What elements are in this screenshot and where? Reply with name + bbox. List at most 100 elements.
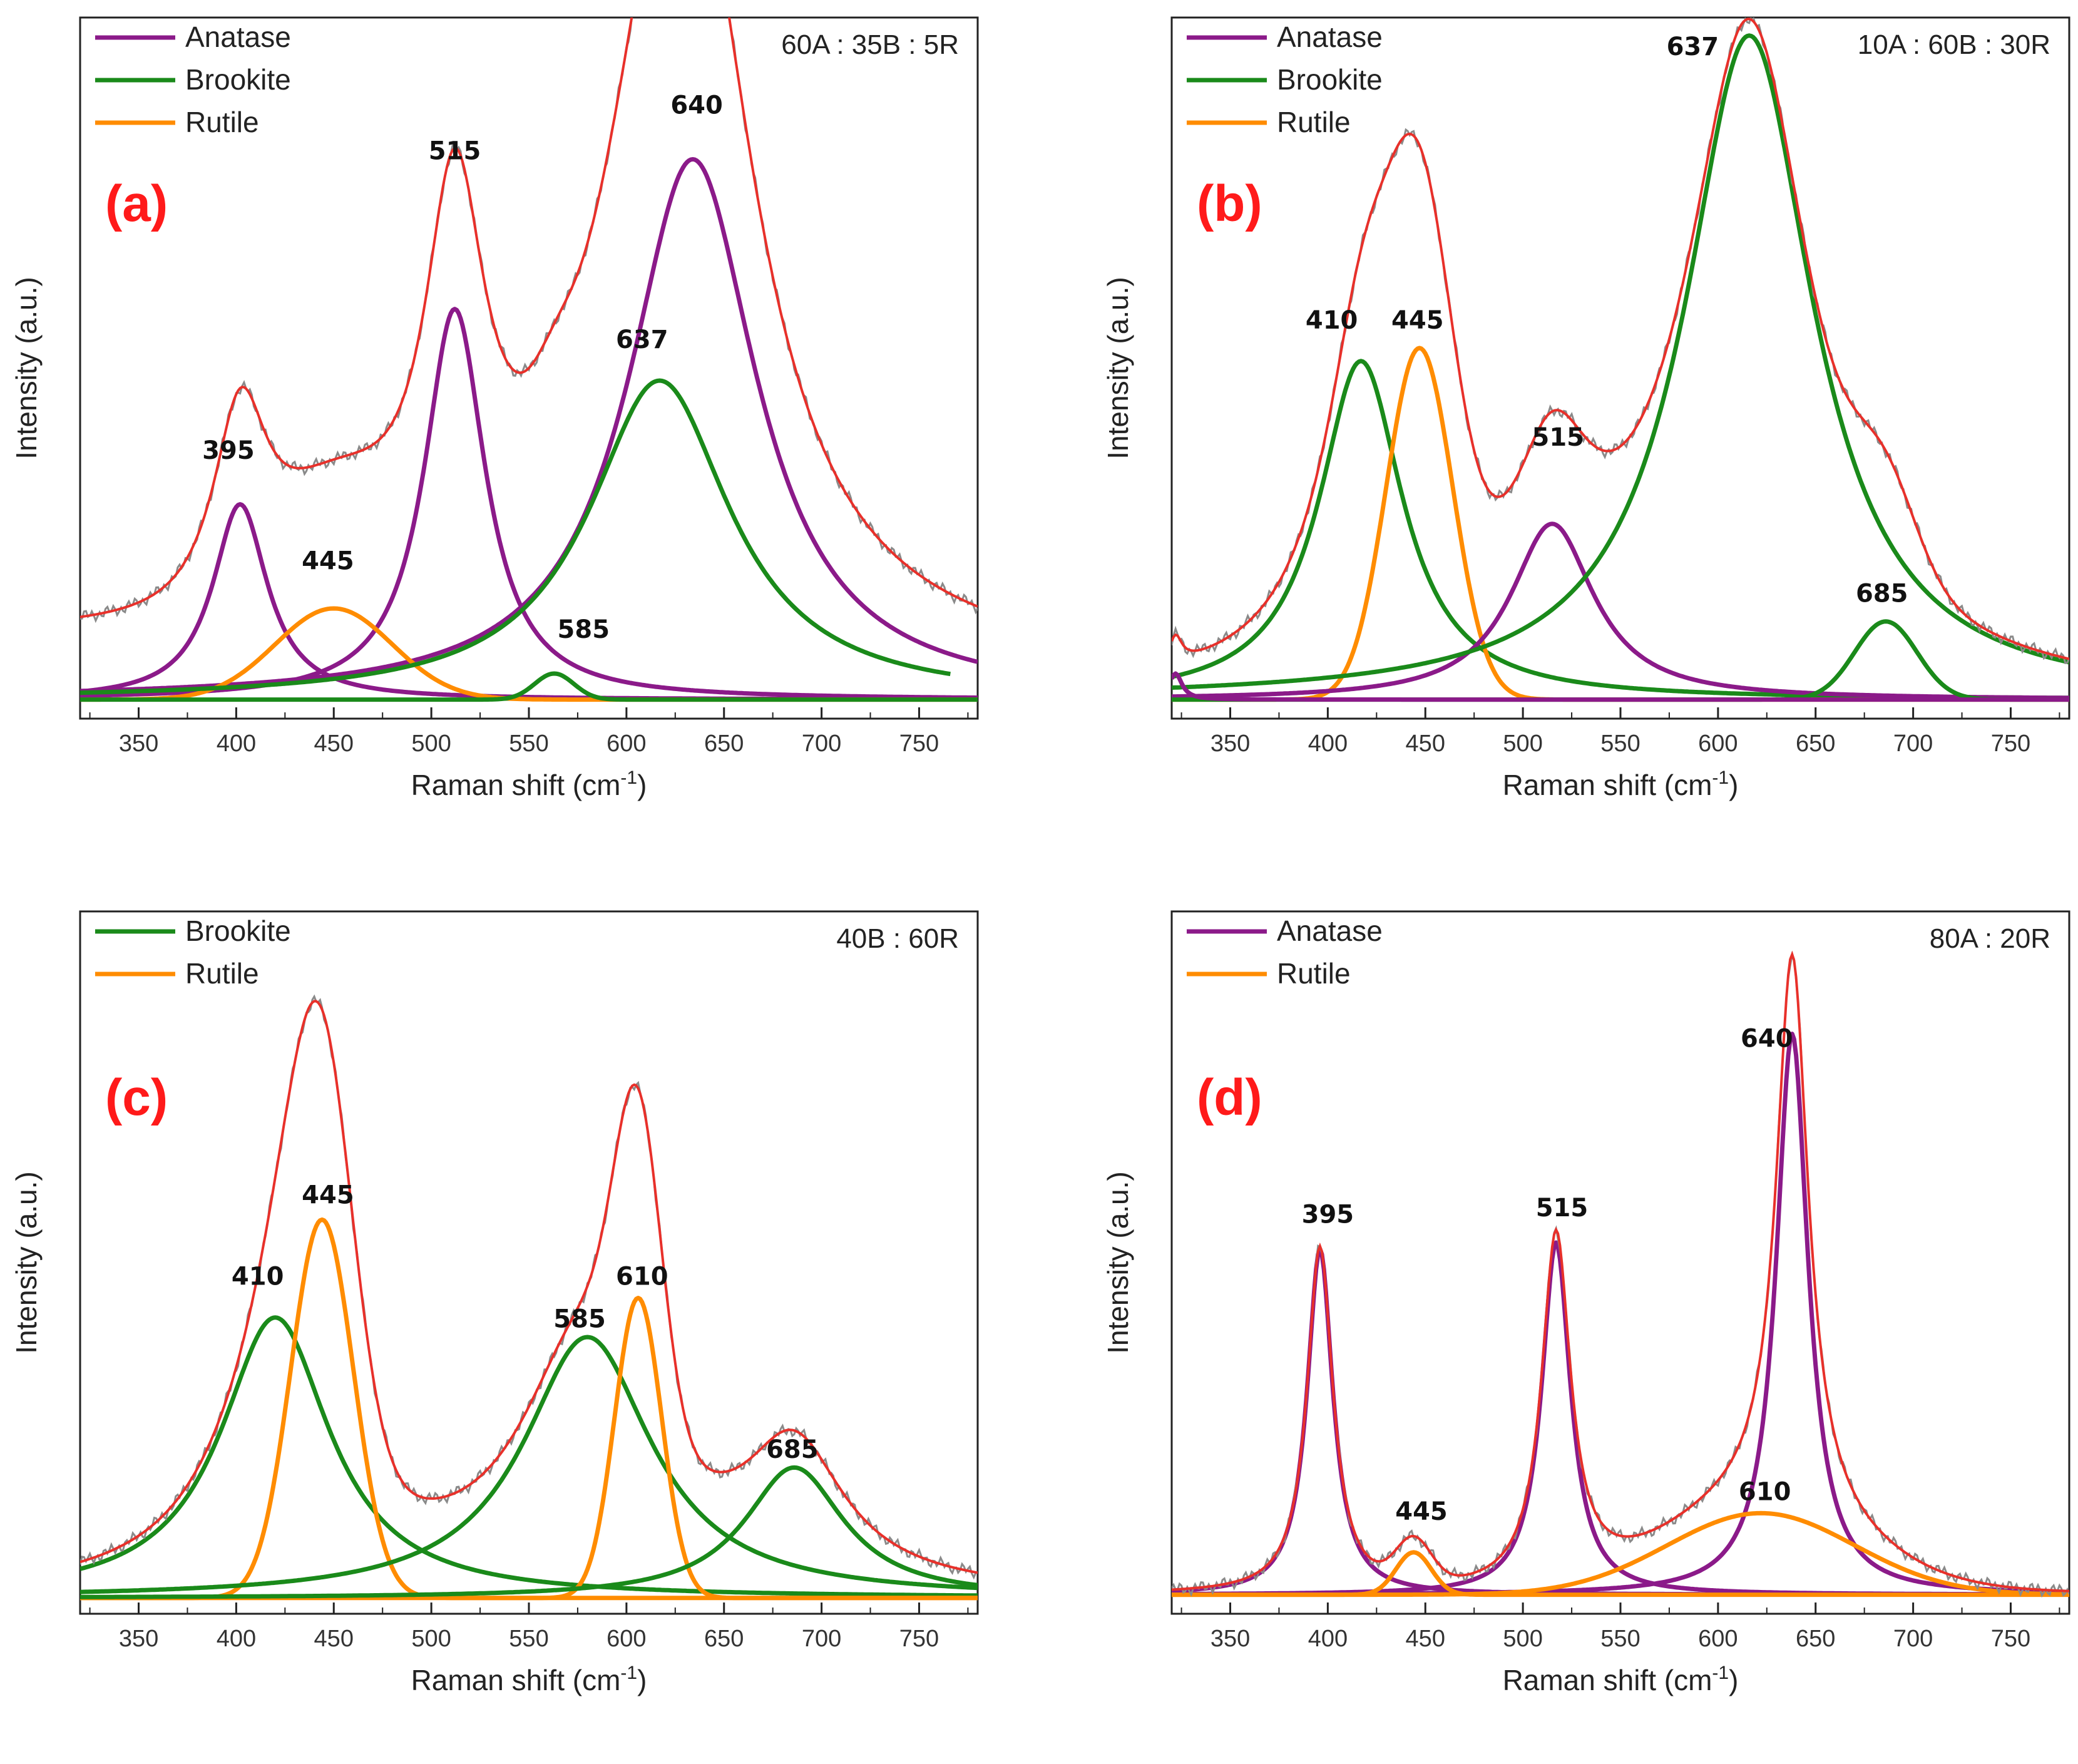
raw-spectrum (1172, 951, 2069, 1598)
x-tick-label: 350 (119, 731, 158, 757)
x-tick-label: 600 (607, 731, 646, 757)
peak-label-410: 410 (1306, 306, 1358, 335)
peak-label-445: 445 (1395, 1497, 1448, 1526)
legend-label-anatase: Anatase (185, 21, 291, 53)
x-tick-label: 400 (1308, 1626, 1348, 1652)
brookite-peak-617 (80, 378, 951, 695)
x-tick-label: 750 (899, 1626, 939, 1652)
anatase-peak-396 (1172, 1246, 2069, 1597)
x-tick-label: 550 (1600, 731, 1640, 757)
legend-label-anatase: Anatase (1277, 21, 1383, 53)
peak-label-610: 610 (616, 1263, 668, 1291)
legend-label-brookite: Brookite (185, 63, 291, 96)
x-axis-label: Raman shift (cm-1) (411, 767, 647, 801)
peak-label-585: 585 (558, 615, 610, 644)
x-axis-label-sup: -1 (1712, 767, 1729, 788)
panel-letter: (c) (105, 1069, 168, 1126)
x-axis-label: Raman shift (cm-1) (1503, 1663, 1739, 1696)
peak-label-395: 395 (202, 436, 255, 465)
x-tick-label: 400 (1308, 731, 1348, 757)
anatase-peak-638 (1172, 1032, 2069, 1597)
peak-label-585: 585 (553, 1305, 606, 1333)
raw-spectrum (80, 994, 978, 1580)
y-axis-label: Intensity (a.u.) (10, 1171, 43, 1353)
peak-label-445: 445 (1391, 306, 1444, 335)
brookite-peak-580 (80, 1335, 978, 1594)
y-axis-label: Intensity (a.u.) (10, 277, 43, 459)
peak-label-640: 640 (670, 91, 723, 120)
x-axis-label-close: ) (637, 1664, 647, 1696)
y-axis-label: Intensity (a.u.) (1102, 1171, 1134, 1353)
x-tick-label: 450 (1406, 731, 1445, 757)
x-axis-label-main: Raman shift (cm (1503, 769, 1712, 801)
x-tick-label: 750 (1991, 1626, 2030, 1652)
peak-label-515: 515 (1532, 423, 1584, 452)
x-axis-label: Raman shift (cm-1) (411, 1663, 647, 1696)
composition-ratio: 10A : 60B : 30R (1858, 29, 2050, 60)
panel-letter: (b) (1197, 175, 1262, 232)
legend-label-rutile: Rutile (1277, 106, 1351, 138)
x-axis-label-main: Raman shift (cm (1503, 1664, 1712, 1696)
x-tick-label: 700 (1893, 1626, 1933, 1652)
x-axis-label-sup: -1 (620, 767, 637, 788)
anatase-peak-634 (80, 156, 978, 694)
x-axis-label-main: Raman shift (cm (411, 1664, 621, 1696)
brookite-peak-420 (80, 1315, 978, 1598)
composition-ratio: 40B : 60R (836, 923, 959, 954)
x-tick-label: 500 (411, 1626, 451, 1652)
x-tick-label: 500 (1503, 1626, 1542, 1652)
x-tick-label: 600 (607, 1626, 646, 1652)
x-axis-label-sup: -1 (620, 1663, 637, 1683)
x-tick-label: 600 (1698, 731, 1738, 757)
x-tick-label: 550 (509, 731, 548, 757)
x-tick-label: 550 (1600, 1626, 1640, 1652)
panel-letter: (a) (105, 175, 168, 232)
peak-label-395: 395 (1302, 1201, 1354, 1229)
x-tick-label: 500 (1503, 731, 1542, 757)
peak-label-685: 685 (1856, 580, 1908, 608)
brookite-peak-686 (80, 1465, 978, 1599)
x-tick-label: 650 (1796, 1626, 1835, 1652)
legend-label-brookite: Brookite (185, 915, 291, 947)
x-tick-label: 450 (314, 1626, 354, 1652)
panel-d: 350 400 450 500 550 600 650 700 750 Raman shift (… (1102, 910, 2070, 1696)
x-tick-label: 650 (704, 731, 744, 757)
peak-label-640: 640 (1741, 1024, 1793, 1053)
brookite-peak-616 (1172, 33, 2069, 690)
plot-frame (79, 910, 979, 1615)
composition-ratio: 80A : 20R (1930, 923, 2050, 954)
peak-label-610: 610 (1739, 1477, 1791, 1506)
panel-c: 350 400 450 500 550 600 650 700 750 Raman shift (… (10, 910, 979, 1696)
x-tick-label: 350 (1210, 731, 1250, 757)
plot-frame (1170, 910, 2070, 1615)
plot-area (1172, 18, 2069, 702)
x-tick-label: 600 (1698, 1626, 1738, 1652)
plot-area (80, 18, 978, 702)
x-tick-label: 550 (509, 1626, 548, 1652)
panel-a: 350 400 450 500 550 600 650 700 750 Raman shift (… (10, 16, 979, 801)
panel-letter: (d) (1197, 1069, 1262, 1126)
x-tick-label: 450 (1406, 1626, 1445, 1652)
x-tick-label: 750 (899, 731, 939, 757)
x-tick-label: 700 (1893, 731, 1933, 757)
x-axis-label: Raman shift (cm-1) (1503, 767, 1739, 801)
plot-area (1172, 950, 2069, 1598)
x-tick-label: 750 (1991, 731, 2030, 757)
composition-ratio: 60A : 35B : 5R (781, 29, 959, 60)
peak-label-637: 637 (616, 326, 668, 354)
x-tick-label: 650 (1796, 731, 1835, 757)
legend-label-anatase: Anatase (1277, 915, 1383, 947)
x-tick-label: 350 (119, 1626, 158, 1652)
x-tick-label: 650 (704, 1626, 744, 1652)
x-tick-label: 500 (411, 731, 451, 757)
peak-label-515: 515 (429, 136, 481, 165)
peak-label-515: 515 (1536, 1194, 1589, 1223)
x-tick-label: 350 (1210, 1626, 1250, 1652)
x-axis-label-main: Raman shift (cm (411, 769, 621, 801)
x-axis-label-sup: -1 (1712, 1663, 1729, 1683)
peak-label-685: 685 (766, 1435, 819, 1464)
anatase-peak-515 (1172, 521, 2069, 700)
legend-label-rutile: Rutile (185, 106, 259, 138)
rutile-peak-622 (1172, 1510, 2069, 1597)
